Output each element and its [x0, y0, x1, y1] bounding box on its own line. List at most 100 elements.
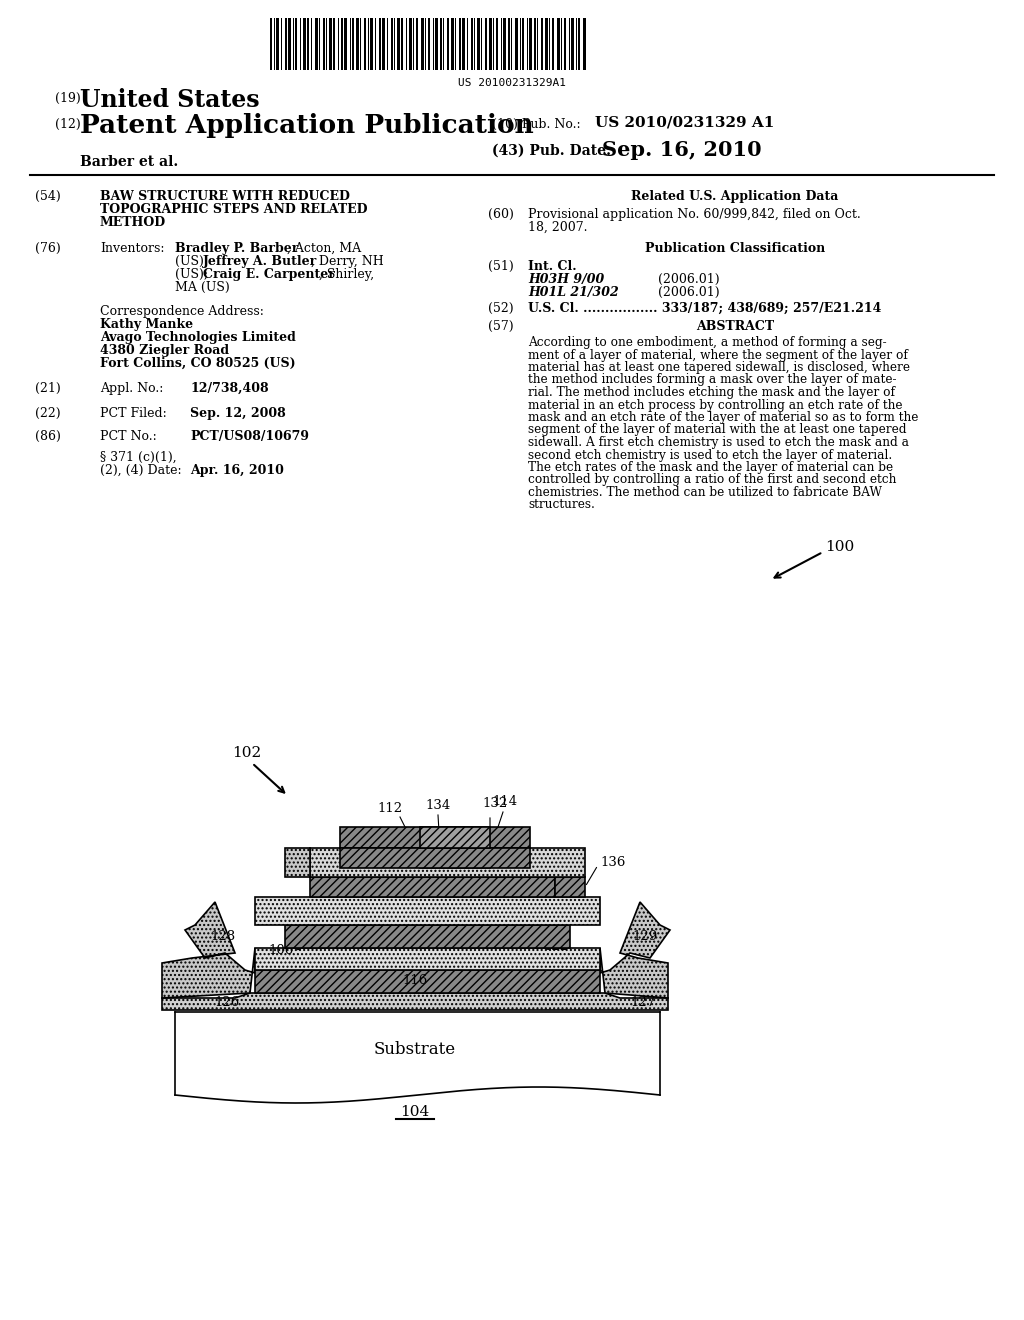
Bar — [315, 18, 318, 70]
Bar — [541, 18, 543, 70]
Text: Related U.S. Application Data: Related U.S. Application Data — [632, 190, 839, 203]
Text: Appl. No.:: Appl. No.: — [100, 381, 164, 395]
Text: (US);: (US); — [175, 268, 212, 281]
Text: 106: 106 — [268, 944, 294, 957]
Text: (60): (60) — [488, 209, 514, 220]
Text: U.S. Cl. ................. 333/187; 438/689; 257/E21.214: U.S. Cl. ................. 333/187; 438/… — [528, 302, 882, 315]
Bar — [420, 847, 490, 869]
Bar — [255, 948, 600, 970]
Text: , Acton, MA: , Acton, MA — [287, 242, 361, 255]
Bar — [401, 18, 403, 70]
Text: (2006.01): (2006.01) — [658, 286, 720, 300]
Text: PCT Filed:: PCT Filed: — [100, 407, 167, 420]
Text: (2006.01): (2006.01) — [658, 273, 720, 286]
Bar — [285, 847, 310, 876]
Text: 131: 131 — [484, 855, 510, 869]
Text: The etch rates of the mask and the layer of material can be: The etch rates of the mask and the layer… — [528, 461, 893, 474]
Bar — [370, 18, 373, 70]
Text: US 2010/0231329 A1: US 2010/0231329 A1 — [595, 116, 774, 129]
Text: Bradley P. Barber: Bradley P. Barber — [175, 242, 298, 255]
Text: controlled by controlling a ratio of the first and second etch: controlled by controlling a ratio of the… — [528, 474, 896, 487]
Bar — [477, 18, 480, 70]
Bar — [356, 18, 359, 70]
Bar — [329, 18, 332, 70]
Text: H03H 9/00: H03H 9/00 — [528, 273, 604, 286]
Text: Provisional application No. 60/999,842, filed on Oct.: Provisional application No. 60/999,842, … — [528, 209, 861, 220]
Text: (19): (19) — [55, 92, 81, 106]
Text: ABSTRACT: ABSTRACT — [696, 319, 774, 333]
Text: PCT/US08/10679: PCT/US08/10679 — [190, 430, 309, 444]
Text: Int. Cl.: Int. Cl. — [528, 260, 577, 273]
Text: (86): (86) — [35, 430, 60, 444]
Bar — [545, 18, 548, 70]
Text: 102: 102 — [232, 746, 261, 760]
Bar — [583, 18, 586, 70]
Text: 110: 110 — [418, 855, 442, 869]
Bar — [440, 18, 442, 70]
Text: 104: 104 — [400, 1105, 430, 1119]
Bar — [323, 18, 325, 70]
Bar — [447, 18, 449, 70]
Bar — [344, 18, 347, 70]
Text: rial. The method includes etching the mask and the layer of: rial. The method includes etching the ma… — [528, 385, 895, 399]
Text: 108: 108 — [347, 855, 373, 869]
Text: 136: 136 — [600, 855, 626, 869]
Text: chemistries. The method can be utilized to fabricate BAW: chemistries. The method can be utilized … — [528, 486, 882, 499]
Bar — [391, 18, 393, 70]
Text: 120: 120 — [402, 904, 428, 917]
Bar — [555, 876, 585, 898]
Bar — [515, 18, 518, 70]
Bar — [534, 18, 536, 70]
Text: 128: 128 — [210, 931, 236, 944]
Text: 132: 132 — [482, 797, 507, 810]
Text: 126: 126 — [214, 995, 240, 1008]
Bar — [428, 18, 430, 70]
Text: Kathy Manke: Kathy Manke — [100, 318, 194, 331]
Bar — [496, 18, 498, 70]
Bar — [285, 18, 287, 70]
Bar — [503, 18, 506, 70]
Text: Sep. 12, 2008: Sep. 12, 2008 — [190, 407, 286, 420]
Bar — [459, 18, 461, 70]
Text: (12): (12) — [55, 117, 81, 131]
Text: 116: 116 — [402, 974, 428, 987]
Bar — [451, 18, 454, 70]
Text: TOPOGRAPHIC STEPS AND RELATED: TOPOGRAPHIC STEPS AND RELATED — [100, 203, 368, 216]
Text: (51): (51) — [488, 260, 514, 273]
Text: 118: 118 — [402, 929, 428, 942]
Text: , Shirley,: , Shirley, — [319, 268, 374, 281]
Polygon shape — [162, 902, 255, 998]
Text: According to one embodiment, a method of forming a seg-: According to one embodiment, a method of… — [528, 337, 887, 348]
Text: segment of the layer of material with the at least one tapered: segment of the layer of material with th… — [528, 424, 906, 437]
Bar — [435, 18, 438, 70]
Text: (57): (57) — [488, 319, 514, 333]
Text: mask and an etch rate of the layer of material so as to form the: mask and an etch rate of the layer of ma… — [528, 411, 919, 424]
Text: (52): (52) — [488, 302, 514, 315]
Text: Avago Technologies Limited: Avago Technologies Limited — [100, 331, 296, 345]
Bar — [578, 18, 580, 70]
Text: Inventors:: Inventors: — [100, 242, 165, 255]
Bar — [255, 970, 600, 993]
Bar — [557, 18, 560, 70]
Bar — [416, 18, 418, 70]
Text: United States: United States — [80, 88, 260, 112]
Bar — [462, 18, 465, 70]
Text: Patent Application Publication: Patent Application Publication — [80, 114, 534, 139]
Bar — [295, 18, 297, 70]
Text: 124: 124 — [534, 902, 558, 915]
Text: the method includes forming a mask over the layer of mate-: the method includes forming a mask over … — [528, 374, 896, 387]
Text: Jeffrey A. Butler: Jeffrey A. Butler — [203, 255, 317, 268]
Text: Publication Classification: Publication Classification — [645, 242, 825, 255]
Text: MA (US): MA (US) — [175, 281, 229, 294]
Text: 114: 114 — [493, 795, 517, 808]
Text: (21): (21) — [35, 381, 60, 395]
Text: (54): (54) — [35, 190, 60, 203]
Bar — [341, 18, 343, 70]
Text: (43) Pub. Date:: (43) Pub. Date: — [492, 144, 611, 158]
Bar — [552, 18, 554, 70]
Text: Barber et al.: Barber et al. — [80, 154, 178, 169]
Text: , Derry, NH: , Derry, NH — [311, 255, 384, 268]
Text: material in an etch process by controlling an etch rate of the: material in an etch process by controlli… — [528, 399, 902, 412]
Polygon shape — [600, 902, 670, 998]
Bar — [485, 18, 487, 70]
